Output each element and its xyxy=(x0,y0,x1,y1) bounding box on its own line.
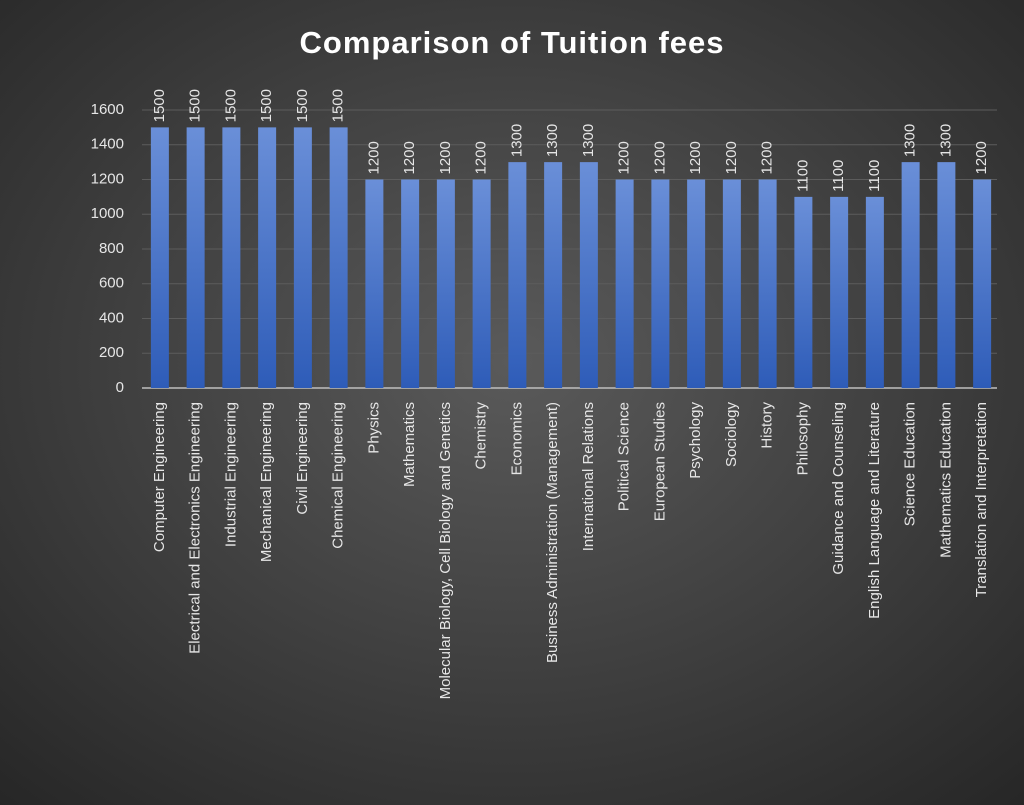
bar xyxy=(258,127,277,388)
x-tick-label: Mathematics xyxy=(401,402,418,487)
bar xyxy=(687,179,706,388)
value-label: 1200 xyxy=(973,141,990,174)
x-tick-label: Mechanical Engineering xyxy=(258,402,275,562)
value-label: 1300 xyxy=(580,124,597,157)
bar xyxy=(615,179,634,388)
bar xyxy=(186,127,205,388)
x-tick-label: History xyxy=(759,402,776,449)
x-tick-label: Translation and Interpretation xyxy=(973,402,990,597)
bar xyxy=(901,162,920,388)
y-tick-label: 1400 xyxy=(91,136,124,153)
x-tick-label: Science Education xyxy=(902,402,919,526)
bar xyxy=(973,179,992,388)
value-label: 1300 xyxy=(544,124,561,157)
x-tick-label: European Studies xyxy=(651,402,668,521)
value-label: 1200 xyxy=(401,141,418,174)
x-tick-label: Psychology xyxy=(687,402,704,479)
bar xyxy=(150,127,169,388)
bar xyxy=(293,127,312,388)
bar xyxy=(472,179,491,388)
y-tick-label: 200 xyxy=(99,344,124,361)
x-tick-label: International Relations xyxy=(580,402,597,551)
x-tick-label: English Language and Literature xyxy=(866,402,883,619)
bar xyxy=(830,196,849,388)
bar xyxy=(579,162,598,388)
chart-title: Comparison of Tuition fees xyxy=(300,25,725,60)
bar xyxy=(222,127,241,388)
value-label: 1200 xyxy=(365,141,382,174)
y-tick-label: 400 xyxy=(99,309,124,326)
bar xyxy=(758,179,777,388)
value-label: 1200 xyxy=(651,141,668,174)
value-label: 1100 xyxy=(794,160,811,192)
value-label: 1200 xyxy=(473,141,490,174)
value-label: 1300 xyxy=(508,124,525,157)
bar xyxy=(651,179,670,388)
x-tick-label: Physics xyxy=(365,402,382,454)
x-tick-label: Civil Engineering xyxy=(294,402,311,515)
value-label: 1100 xyxy=(830,160,847,192)
value-label: 1300 xyxy=(937,124,954,157)
x-tick-label: Political Science xyxy=(616,402,633,511)
bar xyxy=(365,179,384,388)
bar xyxy=(794,196,813,388)
value-label: 1500 xyxy=(258,89,275,122)
x-tick-label: Chemistry xyxy=(473,402,490,470)
value-label: 1300 xyxy=(902,124,919,157)
x-tick-label: Molecular Biology, Cell Biology and Gene… xyxy=(437,402,454,699)
x-tick-label: Philosophy xyxy=(794,402,811,476)
x-tick-label: Industrial Engineering xyxy=(222,402,239,547)
x-tick-label: Computer Engineering xyxy=(151,402,168,552)
value-label: 1200 xyxy=(723,141,740,174)
y-tick-label: 1000 xyxy=(91,205,124,222)
bar xyxy=(544,162,563,388)
x-tick-label: Guidance and Counseling xyxy=(830,402,847,575)
x-tick-label: Business Administration (Management) xyxy=(544,402,561,663)
value-label: 1500 xyxy=(294,89,311,122)
bar xyxy=(401,179,420,388)
value-label: 1200 xyxy=(437,141,454,174)
x-tick-label: Sociology xyxy=(723,402,740,468)
value-label: 1500 xyxy=(187,89,204,122)
x-tick-label: Electrical and Electronics Engineering xyxy=(187,402,204,654)
y-tick-label: 1600 xyxy=(91,101,124,118)
y-tick-label: 800 xyxy=(99,240,124,257)
value-label: 1100 xyxy=(866,160,883,192)
y-tick-label: 0 xyxy=(116,379,124,396)
bar xyxy=(722,179,741,388)
bar xyxy=(865,196,884,388)
value-label: 1200 xyxy=(616,141,633,174)
x-tick-label: Chemical Engineering xyxy=(330,402,347,549)
value-label: 1200 xyxy=(687,141,704,174)
value-label: 1500 xyxy=(151,89,168,122)
bar xyxy=(508,162,527,388)
y-tick-label: 600 xyxy=(99,275,124,292)
value-label: 1200 xyxy=(759,141,776,174)
x-tick-label: Economics xyxy=(508,402,525,475)
x-tick-label: Mathematics Education xyxy=(937,402,954,558)
bar xyxy=(436,179,455,388)
bar xyxy=(937,162,956,388)
y-tick-label: 1200 xyxy=(91,170,124,187)
bar xyxy=(329,127,348,388)
value-label: 1500 xyxy=(330,89,347,122)
value-label: 1500 xyxy=(222,89,239,122)
